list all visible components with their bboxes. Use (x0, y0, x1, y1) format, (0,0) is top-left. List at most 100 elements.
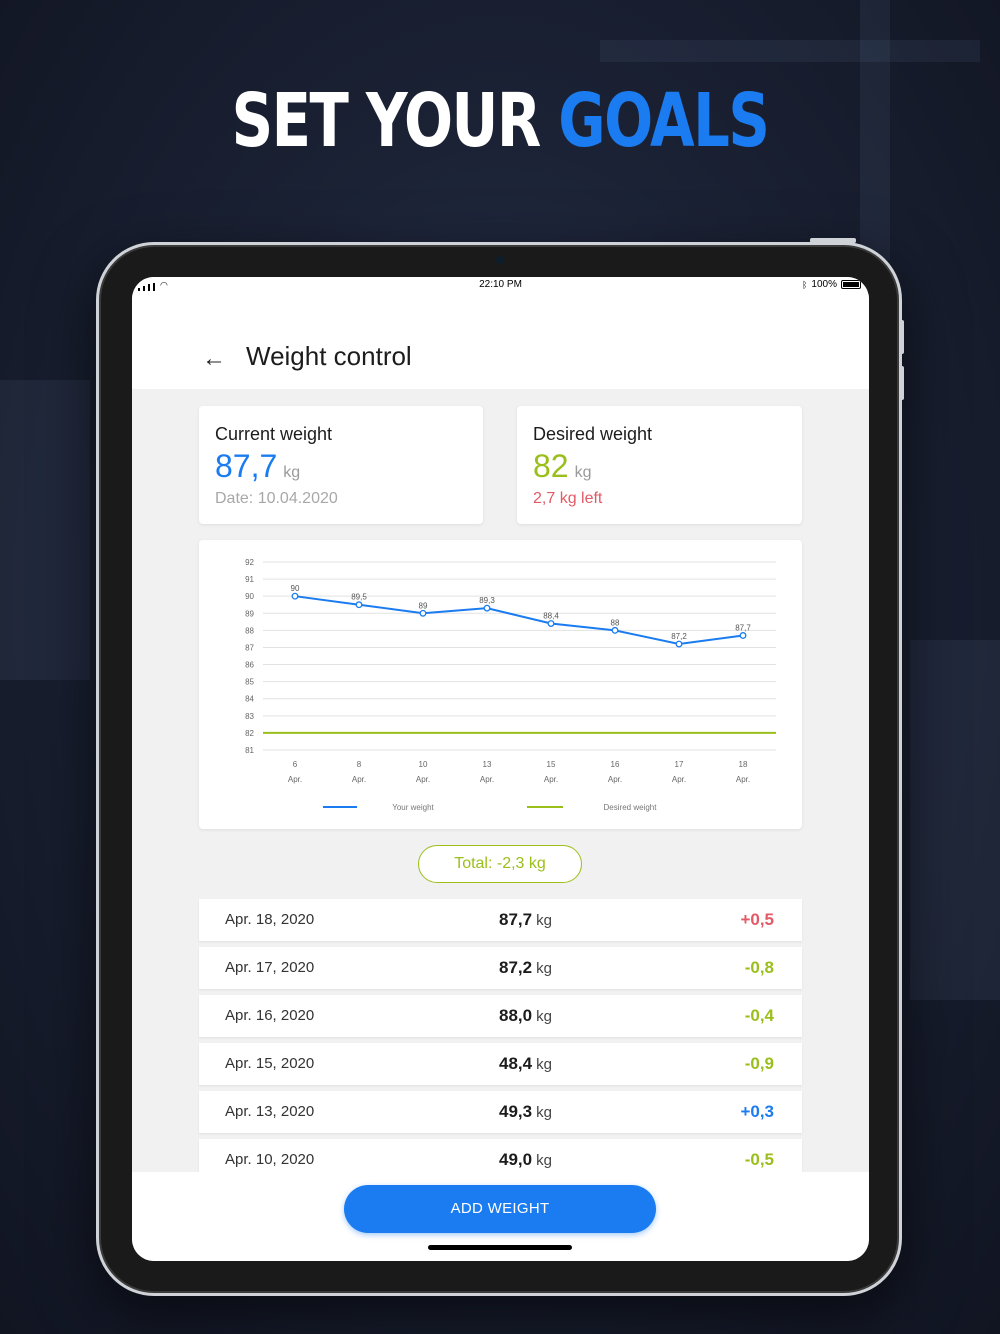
top-button (810, 238, 856, 243)
data-label: 89,5 (351, 593, 367, 602)
status-bar: ◠ 22:10 PM ᛒ 100% (132, 277, 869, 299)
app-header: ← Weight control (132, 299, 869, 389)
x-tick-sublabel: Apr. (288, 775, 302, 784)
desired-weight-unit: kg (574, 464, 592, 481)
front-camera (496, 256, 504, 264)
x-tick-sublabel: Apr. (608, 775, 622, 784)
page-title: Weight control (246, 341, 412, 371)
entry-weight: 49,3 kg (499, 1102, 552, 1122)
entry-delta: -0,4 (744, 1006, 774, 1025)
data-label: 88 (611, 618, 620, 627)
x-tick-sublabel: Apr. (352, 775, 366, 784)
entry-weight: 87,7 kg (499, 910, 552, 930)
bottom-bar: ADD WEIGHT (132, 1172, 869, 1261)
y-tick-label: 88 (245, 626, 254, 635)
x-tick-label: 18 (739, 760, 748, 769)
current-weight-value: 87,7 (215, 448, 278, 484)
entry-date: Apr. 17, 2020 (225, 959, 315, 976)
weight-entry-row[interactable]: Apr. 18, 2020 87,7 kg +0,5 (199, 899, 802, 941)
y-tick-label: 92 (245, 558, 254, 567)
entry-weight-value: 87,2 (499, 958, 533, 977)
desired-weight-card: Desired weight 82 kg 2,7 kg left (517, 406, 802, 524)
entry-delta: +0,5 (740, 910, 774, 929)
entry-weight-unit: kg (536, 960, 552, 977)
volume-up-button (900, 320, 904, 354)
x-tick-label: 6 (293, 760, 298, 769)
weight-entry-row[interactable]: Apr. 13, 2020 49,3 kg +0,3 (199, 1091, 802, 1133)
data-point (291, 592, 299, 600)
data-label: 89,3 (479, 596, 495, 605)
desired-weight-label: Desired weight (533, 424, 653, 444)
home-indicator (428, 1245, 572, 1250)
hero-title: SET YOUR GOALS (231, 78, 770, 164)
entry-weight-unit: kg (536, 1152, 552, 1169)
entry-weight: 88,0 kg (499, 1006, 552, 1026)
data-label: 87,2 (671, 632, 687, 641)
y-tick-label: 81 (245, 746, 254, 755)
x-tick-sublabel: Apr. (736, 775, 750, 784)
entry-weight: 49,0 kg (499, 1150, 552, 1170)
y-tick-label: 82 (245, 729, 254, 738)
add-weight-button[interactable]: ADD WEIGHT (344, 1185, 656, 1233)
y-tick-label: 86 (245, 661, 254, 670)
app-screen: ◠ 22:10 PM ᛒ 100% ← Weight control Curre… (132, 277, 869, 1261)
weight-chart-card: 81 82 83 84 85 86 87 88 89 90 91 92 6 Apr. 8 Apr. 10 Apr.… (199, 540, 802, 829)
entry-weight-value: 88,0 (499, 1006, 533, 1025)
entry-weight-unit: kg (536, 1104, 552, 1121)
current-weight-unit: kg (283, 464, 301, 481)
y-tick-label: 83 (245, 712, 254, 721)
y-tick-label: 85 (245, 678, 254, 687)
status-time: 22:10 PM (479, 279, 522, 290)
data-label: 87,7 (735, 623, 751, 632)
data-label: 89 (419, 601, 428, 610)
x-tick-label: 15 (547, 760, 556, 769)
data-point (739, 632, 747, 639)
entry-date: Apr. 15, 2020 (225, 1055, 315, 1072)
weight-entry-row[interactable]: Apr. 17, 2020 87,2 kg -0,8 (199, 947, 802, 989)
back-arrow-icon[interactable]: ← (202, 345, 226, 372)
battery-icon (841, 280, 861, 289)
y-tick-label: 90 (245, 592, 254, 601)
x-tick-label: 16 (611, 760, 620, 769)
total-change-pill: Total: -2,3 kg (418, 845, 582, 883)
entry-weight-unit: kg (536, 1008, 552, 1025)
weight-entry-row[interactable]: Apr. 15, 2020 48,4 kg -0,9 (199, 1043, 802, 1085)
data-point (675, 640, 683, 648)
entry-date: Apr. 10, 2020 (225, 1151, 315, 1168)
data-label: 88,4 (543, 612, 559, 621)
data-point (611, 626, 619, 634)
entry-weight-unit: kg (536, 1056, 552, 1073)
x-tick-sublabel: Apr. (416, 775, 430, 784)
entry-date: Apr. 13, 2020 (225, 1103, 315, 1120)
wifi-icon: ◠ (160, 280, 168, 290)
entry-weight-value: 48,4 (499, 1054, 533, 1073)
entry-weight-value: 49,0 (499, 1150, 533, 1169)
entry-delta: -0,5 (744, 1150, 774, 1169)
entry-delta: +0,3 (740, 1102, 774, 1121)
x-tick-sublabel: Apr. (672, 775, 686, 784)
entry-weight-value: 87,7 (499, 910, 533, 929)
data-point (419, 609, 427, 617)
data-point (547, 620, 555, 627)
current-weight-card: Current weight 87,7 kg Date: 10.04.2020 (199, 406, 483, 524)
x-tick-sublabel: Apr. (480, 775, 494, 784)
signal-icon: ◠ (138, 280, 168, 291)
desired-weight-value-row: 82 kg (533, 448, 592, 485)
current-weight-label: Current weight (215, 424, 333, 444)
y-tick-label: 91 (245, 575, 254, 584)
entry-date: Apr. 18, 2020 (225, 911, 315, 928)
desired-weight-value: 82 (533, 448, 569, 484)
bluetooth-icon: ᛒ (802, 279, 808, 290)
battery-percent: 100% (811, 279, 837, 290)
entry-date: Apr. 16, 2020 (225, 1007, 315, 1024)
x-tick-label: 8 (357, 760, 362, 769)
current-weight-date: Date: 10.04.2020 (215, 490, 338, 507)
entry-delta: -0,9 (744, 1054, 774, 1073)
weight-entry-row[interactable]: Apr. 16, 2020 88,0 kg -0,4 (199, 995, 802, 1037)
x-tick-label: 17 (675, 760, 684, 769)
data-point (355, 601, 363, 609)
y-tick-label: 84 (245, 695, 254, 704)
data-point (483, 604, 491, 612)
x-tick-sublabel: Apr. (544, 775, 558, 784)
